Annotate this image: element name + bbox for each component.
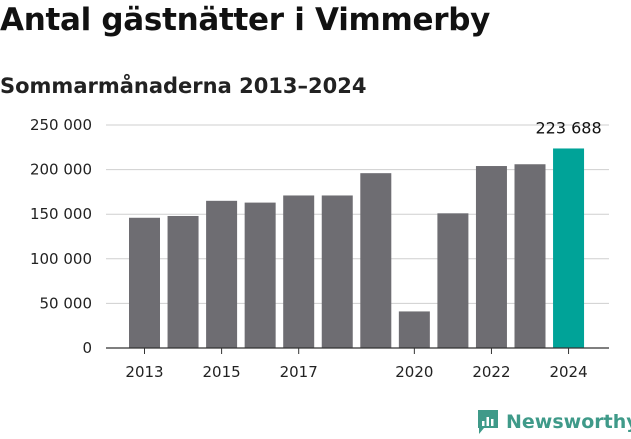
- y-tick-label: 50 000: [40, 294, 93, 312]
- bar-2019: [360, 173, 392, 348]
- bar-2024: [553, 148, 585, 348]
- y-tick-label: 0: [82, 339, 92, 357]
- x-tick-label: 2017: [280, 363, 318, 381]
- bar-2020: [398, 311, 430, 348]
- x-tick-label: 2015: [203, 363, 241, 381]
- brand-name: Newsworthy: [506, 411, 631, 433]
- y-tick-label: 100 000: [30, 250, 92, 268]
- chart-subtitle: Sommarmånaderna 2013–2024: [0, 74, 367, 98]
- bar-2023: [514, 164, 546, 348]
- bar-2021: [437, 213, 469, 348]
- bar-value-label: 223 688: [535, 118, 601, 137]
- y-axis-labels: 0 50 000 100 000 150 000 200 000 250 000: [30, 116, 92, 357]
- x-axis-labels: 2013 2015 2017 2020 2022 2024: [125, 363, 587, 381]
- bar-2016: [244, 202, 276, 348]
- bar-2015: [206, 200, 238, 348]
- bar-2014: [167, 215, 199, 348]
- bar-2013: [129, 217, 160, 348]
- value-labels: 223 688: [535, 118, 601, 137]
- y-tick-label: 250 000: [30, 116, 92, 134]
- newsworthy-logo: Newsworthy: [476, 409, 631, 435]
- newsworthy-logo-icon: [478, 410, 498, 434]
- bar-2018: [321, 195, 353, 348]
- x-tick-label: 2022: [472, 363, 510, 381]
- bar-2022: [475, 166, 507, 348]
- chart-title: Antal gästnätter i Vimmerby: [0, 2, 491, 38]
- x-tick-label: 2013: [125, 363, 163, 381]
- x-tick-label: 2024: [549, 363, 587, 381]
- y-tick-label: 200 000: [30, 161, 92, 179]
- x-tick-label: 2020: [395, 363, 433, 381]
- y-tick-label: 150 000: [30, 205, 92, 223]
- x-axis-ticks: [144, 348, 570, 354]
- bar-2017: [283, 195, 315, 348]
- bars: [129, 148, 585, 348]
